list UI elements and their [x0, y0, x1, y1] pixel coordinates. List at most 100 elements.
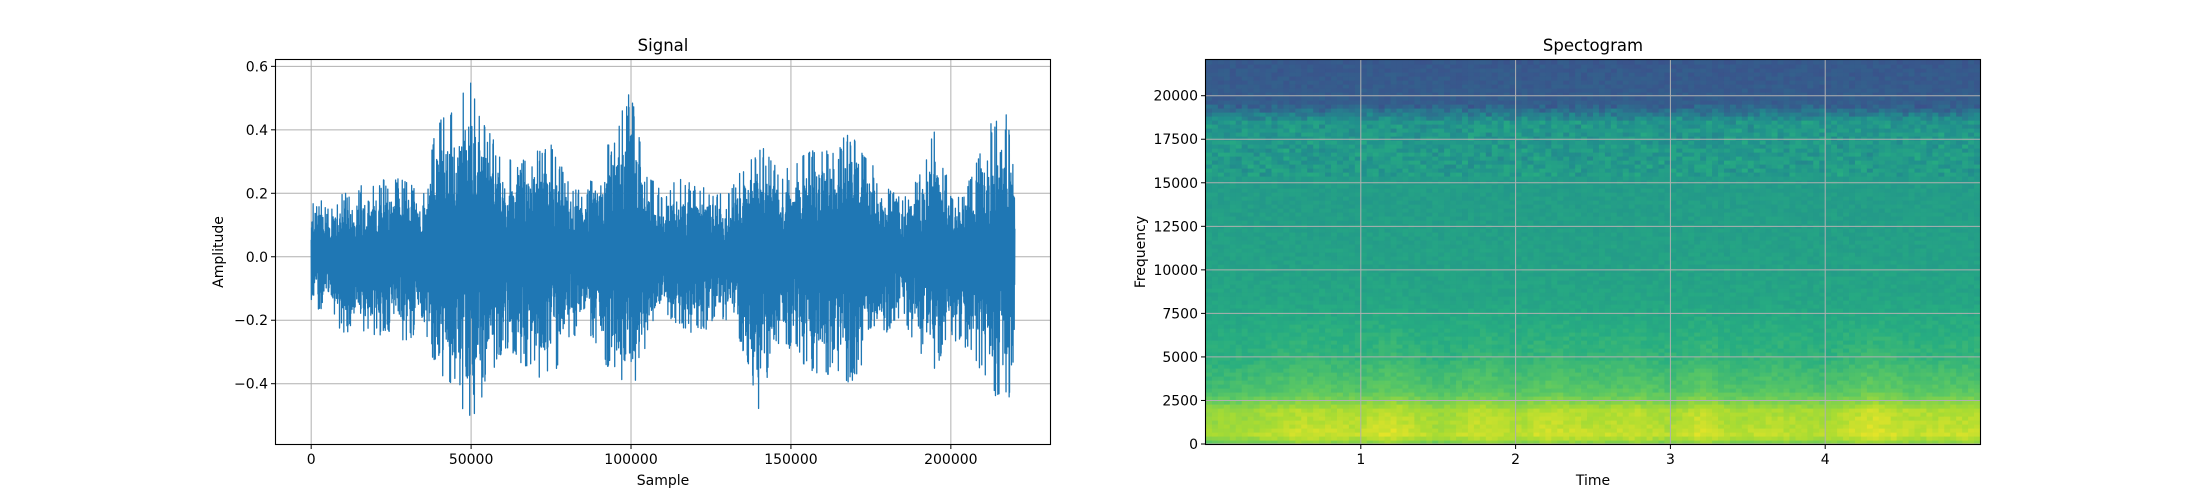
- spectrogram-cell: [1485, 244, 1493, 249]
- spectrogram-cell: [1438, 192, 1445, 197]
- spectrogram-cell: [1384, 112, 1392, 117]
- spectrogram-cell: [1247, 384, 1255, 389]
- spectrogram-cell: [1336, 88, 1344, 93]
- spectrogram-cell: [1319, 356, 1326, 361]
- spectrogram-cell: [1223, 252, 1231, 257]
- spectrogram-cell: [1211, 140, 1219, 145]
- spectrogram-cell: [1277, 156, 1284, 161]
- spectrogram-cell: [1426, 228, 1433, 233]
- spectrogram-cell: [1313, 124, 1320, 129]
- spectrogram-cell: [1473, 220, 1481, 225]
- spectrogram-cell: [1372, 124, 1380, 129]
- spectrogram-cell: [1223, 272, 1231, 277]
- spectrogram-cell: [1408, 296, 1415, 301]
- spectrogram-cell: [1206, 136, 1213, 141]
- spectrogram-cell: [1265, 388, 1273, 393]
- spectrogram-cell: [1354, 212, 1362, 217]
- spectrogram-cell: [1402, 128, 1410, 133]
- spectrogram-cell: [1223, 428, 1231, 433]
- spectrogram-cell: [1360, 248, 1368, 253]
- spectrogram-cell: [1372, 404, 1380, 409]
- spectrogram-cell: [1450, 192, 1457, 197]
- spectrogram-cell: [1325, 288, 1332, 293]
- spectrogram-cell: [1426, 424, 1433, 429]
- spectrogram-cell: [1491, 252, 1499, 257]
- spectrogram-cell: [1408, 436, 1415, 441]
- spectrogram-cell: [1473, 320, 1481, 325]
- spectrogram-cell: [1342, 216, 1350, 221]
- spectrogram-cell: [1301, 136, 1308, 141]
- spectrogram-cell: [1485, 140, 1493, 145]
- spectrogram-cell: [1450, 296, 1457, 301]
- spectrogram-cell: [1384, 284, 1392, 289]
- spectrogram-cell: [1247, 140, 1255, 145]
- spectrogram-cell: [1408, 292, 1415, 297]
- spectrogram-cell: [1372, 292, 1380, 297]
- spectrogram-cell: [1456, 200, 1463, 205]
- spectrogram-cell: [1235, 264, 1243, 269]
- spectrogram-cell: [1295, 396, 1302, 401]
- spectrogram-cell: [1390, 368, 1398, 373]
- spectrogram-cell: [1426, 264, 1433, 269]
- spectrogram-cell: [1438, 356, 1445, 361]
- spectrogram-cell: [1485, 372, 1493, 377]
- spectrogram-cell: [1372, 216, 1380, 221]
- spectrogram-cell: [1396, 320, 1404, 325]
- spectrogram-cell: [1223, 300, 1231, 305]
- spectrogram-cell: [1307, 412, 1314, 417]
- spectrogram-cell: [1259, 256, 1267, 261]
- spectrogram-cell: [1438, 80, 1445, 85]
- spectrogram-cell: [1485, 228, 1493, 233]
- spectrogram-cell: [1235, 248, 1243, 253]
- spectrogram-cell: [1247, 348, 1255, 353]
- spectrogram-cell: [1509, 368, 1517, 373]
- spectrogram-cell: [1420, 116, 1427, 121]
- spectrogram-cell: [1390, 396, 1398, 401]
- spectrogram-cell: [1331, 284, 1338, 289]
- spectrogram-cell: [1265, 196, 1273, 201]
- spectrogram-cell: [1253, 412, 1261, 417]
- spectrogram-cell: [1456, 144, 1463, 149]
- spectrogram-cell: [1485, 128, 1493, 133]
- spectrogram-cell: [1289, 204, 1296, 209]
- signal-y-axis-label: Amplitude: [211, 216, 227, 288]
- spectrogram-cell: [1223, 212, 1231, 217]
- spectrogram-cell: [1462, 372, 1469, 377]
- spectrogram-cell: [1491, 132, 1499, 137]
- spectrogram-cell: [1408, 312, 1415, 317]
- spectrogram-cell: [1396, 100, 1404, 105]
- spectrogram-cell: [1420, 216, 1427, 221]
- spectrogram-cell: [1354, 324, 1362, 329]
- spectrogram-cell: [1360, 336, 1368, 341]
- spectrogram-cell: [1247, 72, 1255, 77]
- spectrogram-cell: [1289, 292, 1296, 297]
- spectrogram-cell: [1402, 152, 1410, 157]
- spectrogram-cell: [1366, 152, 1374, 157]
- spectrogram-cell: [1265, 108, 1273, 113]
- spectrogram-cell: [1271, 204, 1279, 209]
- spectrogram-cell: [1289, 304, 1296, 309]
- spectrogram-cell: [1462, 240, 1469, 245]
- spectrogram-cell: [1390, 276, 1398, 281]
- spectrogram-cell: [1259, 144, 1267, 149]
- spectrogram-cell: [1265, 252, 1273, 257]
- spectrogram-cell: [1479, 188, 1487, 193]
- spectrogram-cell: [1241, 340, 1249, 345]
- spectrogram-cell: [1503, 292, 1511, 297]
- spectrogram-cell: [1319, 344, 1326, 349]
- spectrogram-cell: [1265, 344, 1273, 349]
- spectrogram-cell: [1360, 244, 1368, 249]
- spectrogram-cell: [1336, 200, 1344, 205]
- spectrogram-cell: [1467, 340, 1475, 345]
- signal-x-tick-label: 100000: [604, 452, 657, 468]
- spectrogram-cell: [1473, 168, 1481, 173]
- spectrogram-cell: [1497, 296, 1505, 301]
- spectrogram-cell: [1396, 400, 1404, 405]
- spectrogram-cell: [1295, 128, 1302, 133]
- spectrogram-cell: [1307, 200, 1314, 205]
- spectrogram-cell: [1426, 376, 1433, 381]
- spectrogram-cell: [1503, 148, 1511, 153]
- spectrogram-cell: [1372, 256, 1380, 261]
- spectrogram-cell: [1462, 384, 1469, 389]
- spectrogram-cell: [1289, 376, 1296, 381]
